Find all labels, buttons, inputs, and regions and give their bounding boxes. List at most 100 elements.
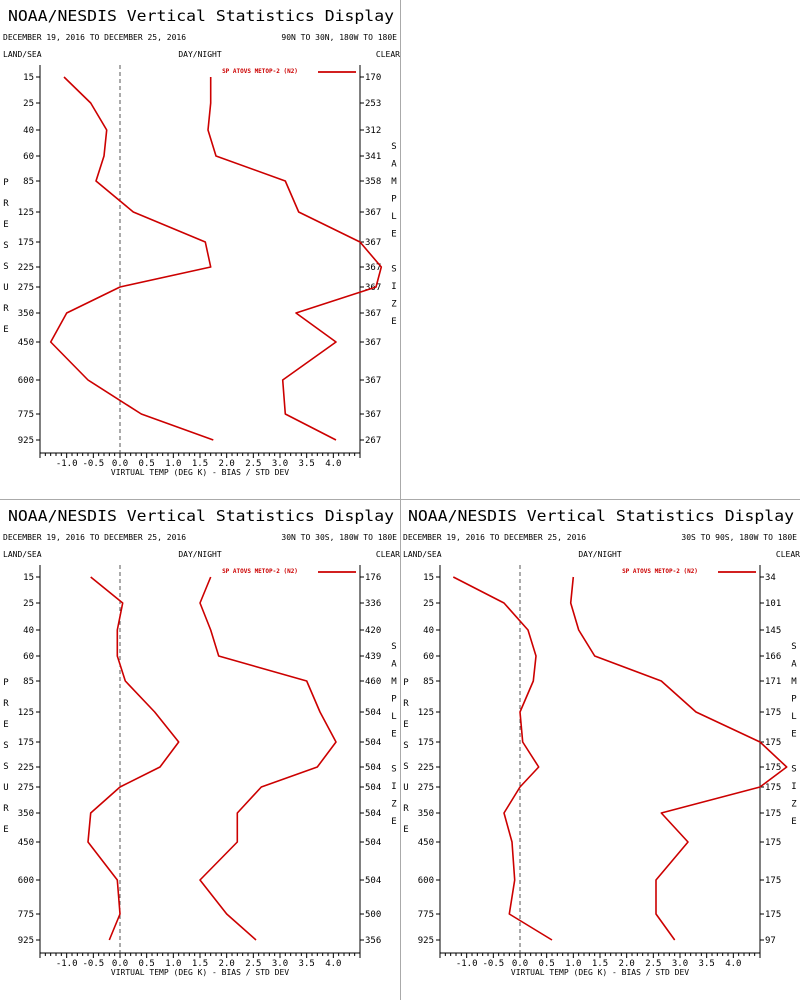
pressure-axis-letter: U [3,783,8,793]
pressure-axis-letter: S [3,741,8,751]
pressure-level-label: 60 [23,152,34,162]
pressure-level-label: 60 [423,652,434,662]
sample-size-label: 97 [765,936,776,946]
pressure-level-label: 600 [18,876,34,886]
sample-axis-letter: S [791,765,796,775]
pressure-level-label: 125 [18,708,34,718]
sample-size-label: 504 [365,738,381,748]
pressure-axis-letter: R [3,699,9,709]
pressure-axis-letter: R [403,804,409,814]
sample-axis-letter: P [391,195,397,205]
pressure-axis-letter: U [403,783,408,793]
x-tick-label: 2.0 [619,959,635,969]
sample-size-label: 420 [365,626,381,636]
sample-size-label: 367 [365,410,381,420]
date-range: DECEMBER 19, 2016 TO DECEMBER 25, 2016 [3,533,186,542]
sample-size-label: 504 [365,783,381,793]
sample-axis-letter: E [391,817,396,827]
pressure-level-label: 925 [18,436,34,446]
vertical-divider [400,0,401,1000]
x-tick-label: 1.5 [592,959,608,969]
pressure-level-label: 925 [418,936,434,946]
pressure-axis-letter: E [3,825,8,835]
sample-size-label: 175 [765,876,781,886]
region-label: 30N TO 30S, 180W TO 180E [281,533,397,542]
sample-axis-letter: I [391,782,396,792]
x-tick-label: 0.5 [139,459,155,469]
sample-axis-letter: S [391,142,396,152]
pressure-level-label: 85 [23,677,34,687]
pressure-axis-letter: P [3,178,9,188]
sample-size-label: 175 [765,910,781,920]
sample-size-label: 312 [365,126,381,136]
pressure-level-label: 85 [23,177,34,187]
x-tick-label: 0.0 [112,459,128,469]
sample-axis-letter: P [391,695,397,705]
sample-size-label: 176 [365,573,381,583]
pressure-level-label: 600 [18,376,34,386]
pressure-axis-letter: S [3,762,8,772]
sample-size-label: 166 [765,652,781,662]
pressure-level-label: 175 [418,738,434,748]
x-tick-label: -1.0 [456,959,478,969]
sample-size-label: 367 [365,208,381,218]
pressure-level-label: 450 [18,338,34,348]
pressure-axis-letter: S [3,262,8,272]
pressure-level-label: 775 [18,910,34,920]
sample-size-label: 367 [365,338,381,348]
pressure-level-label: 40 [23,126,34,136]
legend-label: SP ATOVS METOP-2 (N2) [622,568,698,575]
pressure-axis-letter: E [3,720,8,730]
pressure-level-label: 600 [418,876,434,886]
sample-size-label: 336 [365,599,381,609]
sample-axis-letter: E [391,317,396,327]
sample-axis-letter: E [391,230,396,240]
sample-size-label: 504 [365,876,381,886]
sample-size-label: 145 [765,626,781,636]
pressure-axis-letter: S [403,762,408,772]
x-axis-label: VIRTUAL TEMP (DEG K) - BIAS / STD DEV [511,968,689,977]
sample-size-label: 504 [365,763,381,773]
sample-axis-letter: A [791,660,797,670]
day-night-label: DAY/NIGHT [578,550,622,559]
sample-size-label: 34 [765,573,776,583]
sample-size-label: 175 [765,763,781,773]
date-range: DECEMBER 19, 2016 TO DECEMBER 25, 2016 [403,533,586,542]
sample-axis-letter: I [391,282,396,292]
sample-size-label: 367 [365,376,381,386]
sample-size-label: 175 [765,809,781,819]
x-tick-label: 1.5 [192,959,208,969]
pressure-axis-letter: U [3,283,8,293]
horizontal-divider [0,499,800,500]
region-label: 90N TO 30N, 180W TO 180E [281,33,397,42]
bias-series-line [49,76,214,441]
sample-axis-letter: M [391,677,397,687]
pressure-level-label: 275 [18,783,34,793]
pressure-level-label: 350 [18,809,34,819]
pressure-level-label: 125 [18,208,34,218]
pressure-level-label: 40 [423,626,434,636]
sample-size-label: 367 [365,309,381,319]
sample-axis-letter: Z [791,800,797,810]
pressure-axis-letter: R [3,199,9,209]
x-tick-label: 0.0 [512,959,528,969]
bias-series-line [452,576,553,941]
legend-label: SP ATOVS METOP-2 (N2) [222,68,298,75]
x-tick-label: 3.0 [272,459,288,469]
x-tick-label: -0.5 [482,959,504,969]
pressure-axis-letter: R [403,699,409,709]
x-tick-label: -0.5 [82,959,104,969]
date-range: DECEMBER 19, 2016 TO DECEMBER 25, 2016 [3,33,186,42]
pressure-level-label: 450 [18,838,34,848]
x-tick-label: 0.5 [139,959,155,969]
land-sea-label: LAND/SEA [3,550,42,559]
pressure-level-label: 225 [18,763,34,773]
pressure-level-label: 225 [18,263,34,273]
chart-panel-north: NOAA/NESDIS Vertical Statistics Display D… [3,7,400,477]
x-tick-label: 1.0 [165,959,181,969]
pressure-level-label: 775 [18,410,34,420]
chart-panel-tropics: NOAA/NESDIS Vertical Statistics Display D… [3,507,400,977]
pressure-axis-letter: P [403,678,409,688]
pressure-level-label: 85 [423,677,434,687]
pressure-axis-letter: E [403,720,408,730]
